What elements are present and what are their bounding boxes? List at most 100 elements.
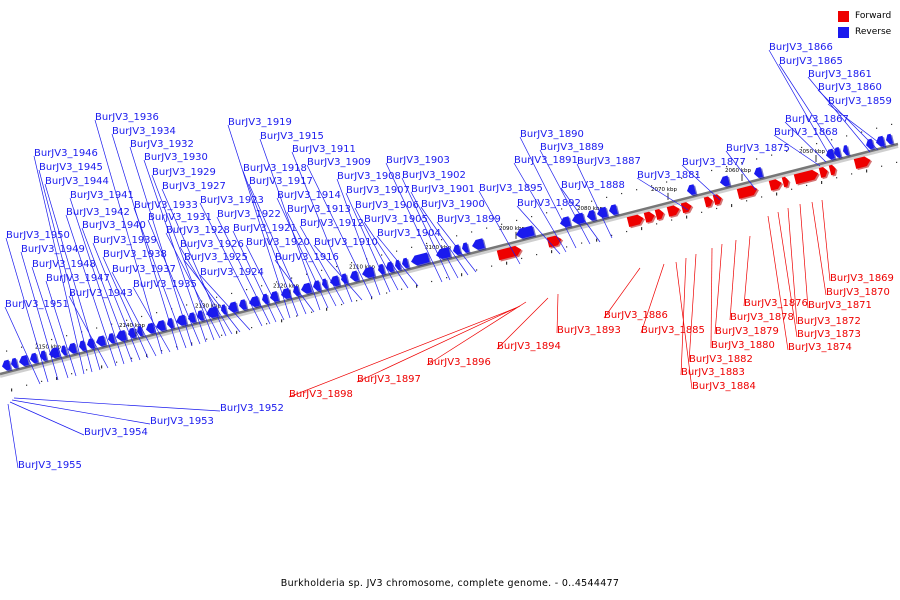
reverse-gene-arrow bbox=[188, 312, 198, 325]
leader-line bbox=[356, 305, 521, 383]
gene-label-reverse: BurJV3_1891 bbox=[514, 155, 578, 166]
axis-dot bbox=[576, 204, 578, 206]
reverse-gene-arrow bbox=[754, 167, 765, 180]
leader-line bbox=[111, 133, 179, 351]
gene-label-reverse: BurJV3_1945 bbox=[39, 162, 103, 173]
axis-dot bbox=[866, 169, 868, 173]
axis-dot bbox=[711, 169, 713, 172]
axis-dot bbox=[546, 212, 548, 214]
axis-dot bbox=[891, 123, 893, 125]
leader-line bbox=[259, 138, 321, 311]
axis-dot bbox=[756, 158, 758, 160]
gene-label-reverse: BurJV3_1954 bbox=[84, 427, 148, 438]
gene-label-forward: BurJV3_1874 bbox=[788, 342, 852, 353]
gene-label-reverse: BurJV3_1911 bbox=[292, 144, 356, 155]
gene-label-forward: BurJV3_1876 bbox=[744, 298, 808, 309]
reverse-gene-arrow bbox=[301, 282, 314, 295]
axis-tick-label: 2140 kbp bbox=[119, 323, 145, 329]
forward-gene-arrow bbox=[828, 164, 838, 177]
leader-line bbox=[299, 225, 345, 305]
leader-line bbox=[81, 227, 133, 363]
reverse-gene-arrow bbox=[322, 278, 330, 291]
axis-dot bbox=[776, 192, 778, 196]
reverse-gene-arrow bbox=[61, 345, 69, 357]
gene-label-reverse: BurJV3_1866 bbox=[769, 42, 833, 53]
axis-dot bbox=[51, 338, 53, 341]
axis-dot bbox=[176, 346, 178, 348]
axis-dot bbox=[641, 227, 643, 231]
leader-line bbox=[376, 235, 419, 287]
axis-dot bbox=[486, 227, 488, 229]
forward-gene-arrow bbox=[781, 176, 791, 189]
reverse-gene-arrow bbox=[228, 301, 240, 314]
reverse-gene-arrow bbox=[68, 342, 79, 355]
axis-dot bbox=[251, 326, 253, 329]
leader-line bbox=[688, 253, 697, 363]
gene-label-forward: BurJV3_1886 bbox=[604, 310, 668, 321]
axis-dot bbox=[761, 196, 763, 198]
axis-dot bbox=[306, 273, 308, 275]
axis-dot bbox=[636, 189, 638, 191]
leader-line bbox=[291, 151, 353, 303]
axis-dot bbox=[266, 323, 268, 325]
axis-dot bbox=[806, 184, 808, 187]
leader-line bbox=[773, 134, 821, 167]
leader-line bbox=[401, 177, 451, 281]
leader-line bbox=[817, 89, 879, 151]
axis-dot bbox=[861, 131, 863, 133]
axis-dot bbox=[471, 231, 473, 233]
gene-label-reverse: BurJV3_1909 bbox=[307, 157, 371, 168]
leader-line bbox=[33, 155, 85, 375]
leader-line bbox=[420, 206, 469, 276]
axis-dot bbox=[156, 312, 158, 314]
axis-dot bbox=[581, 242, 583, 244]
leader-line bbox=[143, 159, 207, 343]
leader-line bbox=[11, 399, 151, 425]
gene-label-reverse: BurJV3_1910 bbox=[314, 237, 378, 248]
axis-dot bbox=[11, 388, 13, 392]
reverse-gene-arrow bbox=[2, 359, 13, 372]
gene-label-reverse: BurJV3_1868 bbox=[774, 127, 838, 138]
leader-line bbox=[288, 307, 517, 398]
gene-label-reverse: BurJV3_1907 bbox=[346, 185, 410, 196]
gene-label-reverse: BurJV3_1919 bbox=[228, 117, 292, 128]
axis-dot bbox=[551, 250, 553, 254]
gene-label-reverse: BurJV3_1918 bbox=[243, 163, 307, 174]
leader-line bbox=[827, 103, 887, 149]
legend-forward: Forward bbox=[838, 8, 891, 24]
gene-label-reverse: BurJV3_1922 bbox=[217, 209, 281, 220]
gene-label-reverse: BurJV3_1940 bbox=[82, 220, 146, 231]
axis-dot bbox=[716, 207, 718, 210]
leader-line bbox=[821, 199, 831, 282]
gene-label-reverse: BurJV3_1902 bbox=[402, 170, 466, 181]
axis-dot bbox=[411, 246, 413, 248]
gene-label-reverse: BurJV3_1953 bbox=[150, 416, 214, 427]
axis-dot bbox=[791, 188, 793, 190]
reverse-gene-arrow bbox=[239, 299, 249, 312]
gene-label-reverse: BurJV3_1949 bbox=[21, 244, 85, 255]
axis-dot bbox=[686, 215, 688, 219]
reverse-gene-arrow bbox=[11, 357, 20, 370]
leader-line bbox=[306, 164, 373, 299]
reverse-gene-arrow bbox=[176, 314, 189, 327]
axis-dot bbox=[281, 319, 283, 323]
axis-dot bbox=[116, 361, 118, 363]
gene-label-reverse: BurJV3_1901 bbox=[411, 184, 475, 195]
axis-dot bbox=[101, 365, 103, 369]
axis-dot bbox=[246, 288, 248, 291]
axis-tick-label: 2050 kbp bbox=[799, 149, 825, 155]
axis-dot bbox=[21, 346, 23, 348]
axis-dot bbox=[356, 300, 358, 302]
gene-label-reverse: BurJV3_1900 bbox=[421, 199, 485, 210]
leader-line bbox=[539, 149, 591, 245]
gene-label-forward: BurJV3_1897 bbox=[357, 374, 421, 385]
axis-dot bbox=[446, 277, 448, 279]
axis-dot bbox=[66, 335, 68, 337]
gene-label-reverse: BurJV3_1934 bbox=[112, 126, 176, 137]
gene-label-reverse: BurJV3_1927 bbox=[162, 181, 226, 192]
label-leader-lines bbox=[4, 49, 887, 469]
axis-dot bbox=[351, 262, 353, 264]
gene-label-reverse: BurJV3_1908 bbox=[337, 171, 401, 182]
axis-dot bbox=[506, 261, 508, 265]
